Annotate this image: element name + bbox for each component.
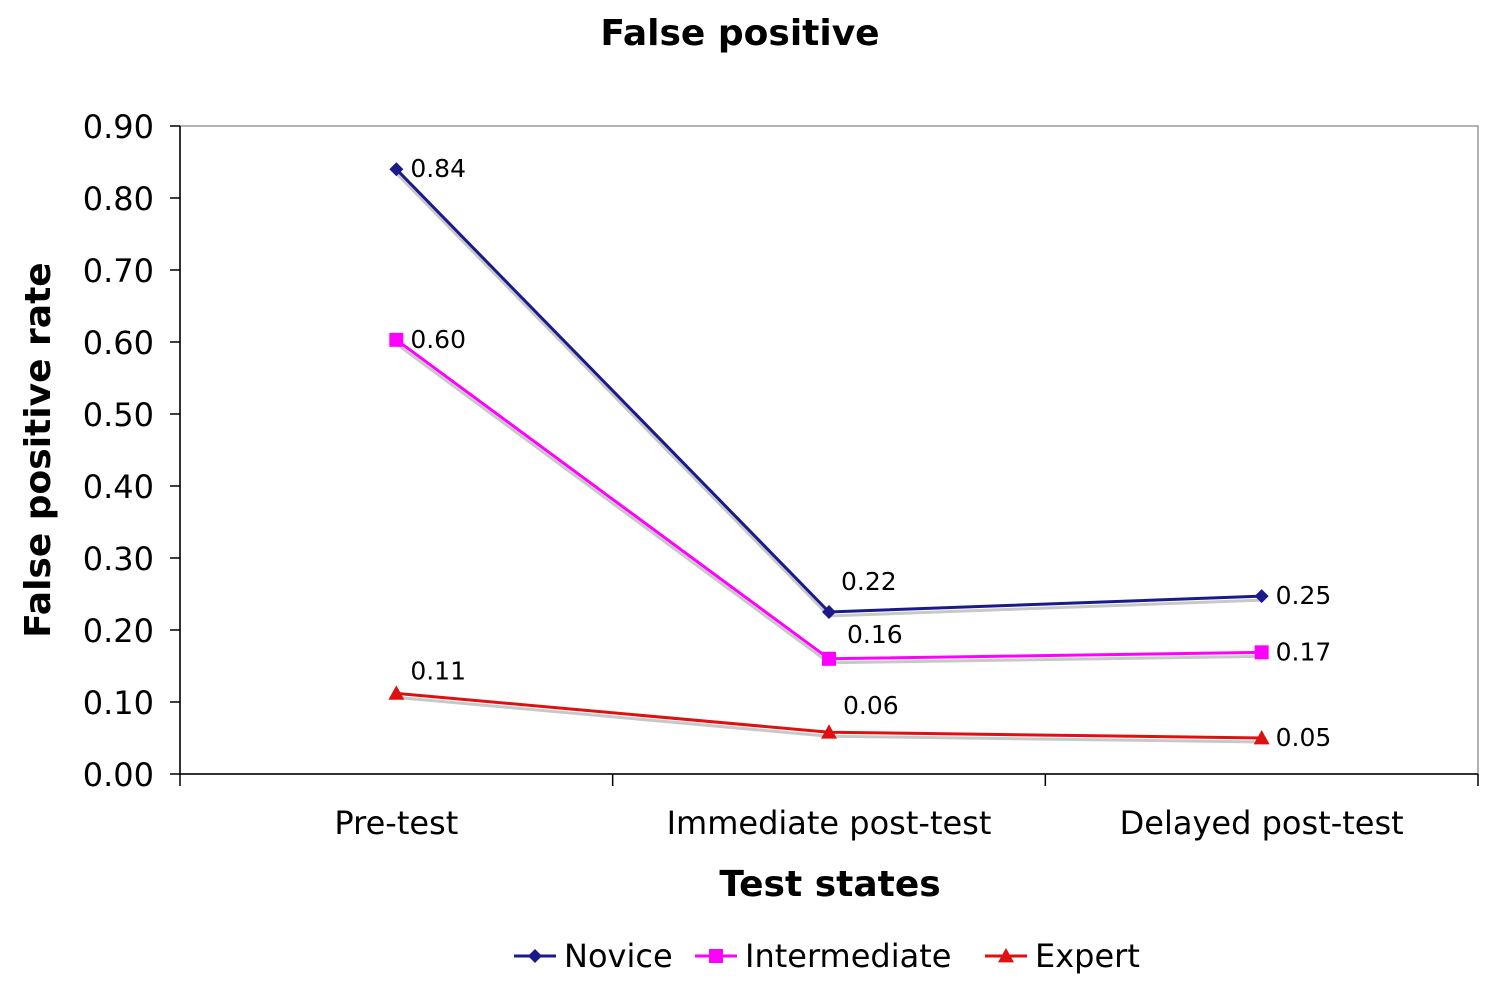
y-tick-label: 0.10 [83, 684, 154, 722]
plot-frame [179, 125, 1479, 775]
data-label: 0.11 [410, 656, 466, 685]
y-tick-label: 0.80 [83, 180, 154, 218]
triangle-icon [998, 948, 1014, 963]
diamond-icon [528, 949, 542, 963]
data-point-novice [822, 605, 836, 619]
y-axis-title: False positive rate [18, 262, 59, 637]
data-label: 0.05 [1276, 723, 1332, 752]
legend-item-novice: Novice [514, 937, 673, 975]
data-point-intermediate [389, 332, 404, 347]
data-point-intermediate [822, 651, 836, 666]
data-point-expert [1253, 730, 1270, 745]
plot-area: 0.00 0.10 0.20 0.30 0.40 0.50 0.60 0.70 0.80 0.90… [83, 108, 1479, 842]
data-label: 0.17 [1276, 637, 1332, 666]
data-point-intermediate [1254, 645, 1269, 660]
legend-item-intermediate: Intermediate [695, 937, 951, 975]
data-point-expert [388, 685, 405, 700]
y-tick-label: 0.40 [83, 468, 154, 506]
square-icon [709, 949, 723, 963]
legend-label: Intermediate [745, 937, 951, 975]
legend: Novice Intermediate Expert [514, 937, 1140, 975]
y-tick-label: 0.70 [83, 252, 154, 290]
data-point-novice [389, 162, 404, 177]
data-label: 0.25 [1276, 581, 1332, 610]
x-tick-label: Immediate post-test [667, 804, 992, 842]
data-label: 0.16 [847, 620, 903, 649]
series-shadow [395, 172, 1262, 618]
x-tick-label: Delayed post-test [1120, 804, 1404, 842]
legend-item-expert: Expert [985, 937, 1140, 975]
data-label: 0.60 [410, 325, 466, 354]
chart-title: False positive [600, 13, 879, 54]
data-label: 0.84 [410, 154, 466, 183]
legend-label: Novice [564, 937, 673, 975]
series-line-novice [395, 168, 1262, 614]
y-tick-label: 0.00 [83, 756, 154, 794]
y-tick-label: 0.60 [83, 324, 154, 362]
data-label: 0.06 [843, 691, 899, 720]
y-tick-label: 0.50 [83, 396, 154, 434]
legend-label: Expert [1035, 937, 1140, 975]
x-tick-label: Pre-test [334, 804, 458, 842]
data-point-novice [1254, 589, 1269, 604]
data-label: 0.22 [841, 567, 897, 596]
y-tick-label: 0.20 [83, 612, 154, 650]
data-point-expert [821, 724, 837, 739]
x-axis-title: Test states [719, 864, 940, 905]
y-tick-label: 0.30 [83, 540, 154, 578]
y-tick-label: 0.90 [83, 108, 154, 146]
